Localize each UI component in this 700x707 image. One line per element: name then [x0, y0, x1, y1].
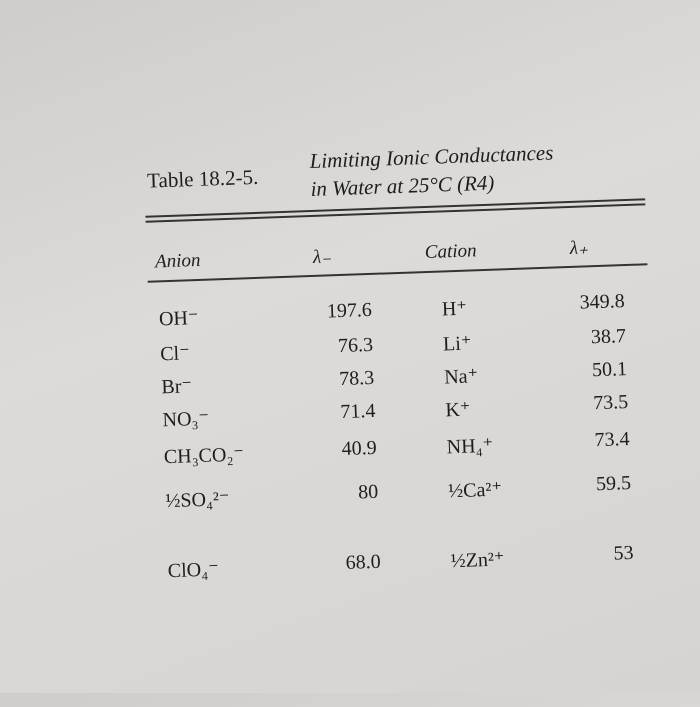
table-title: in Water at 25°C (R4): [310, 170, 495, 201]
conductance-value: 76.3: [337, 333, 374, 358]
conductance-value: 197.6: [326, 298, 373, 323]
conductance-value: 78.3: [338, 366, 375, 391]
anion: ½SO₄²⁻: [165, 488, 230, 513]
conductance-value: 80: [357, 480, 379, 504]
conductance-value: 53: [613, 541, 634, 565]
table-title: Limiting Ionic Conductances: [309, 140, 554, 174]
column-header: λ₊: [569, 237, 589, 259]
conductance-value: 71.4: [340, 399, 376, 424]
table-label: Table 18.2-5.: [146, 164, 259, 193]
table-body: OH⁻ 197.6 H⁺ 349.8 Cl⁻ 76.3 Li⁺ 38.7 Br⁻ 78.3 Na⁺ 5…: [0, 0, 686, 582]
anion: Br⁻: [161, 375, 193, 399]
anion: NO₃⁻: [162, 407, 210, 432]
anion: Cl⁻: [159, 342, 191, 366]
conductance-value: 50.1: [591, 358, 628, 382]
rule: [145, 198, 646, 218]
rule: [147, 263, 648, 283]
anion: ClO₄⁻: [167, 558, 220, 583]
cation: ½Ca²⁺: [447, 478, 503, 503]
conductance-value: 40.9: [341, 436, 378, 461]
conductance-value: 68.0: [345, 550, 382, 574]
anion: OH⁻: [158, 306, 199, 331]
cation: K⁺: [445, 398, 471, 422]
conductance-value: 38.7: [590, 325, 627, 349]
cation: Na⁺: [443, 365, 479, 389]
column-header: Cation: [424, 240, 477, 264]
anion: CH₃CO₂⁻: [163, 443, 245, 469]
conductance-value: 59.5: [595, 471, 632, 496]
column-header: Anion: [154, 249, 201, 273]
conductance-value: 349.8: [579, 290, 626, 314]
cation: H⁺: [441, 297, 468, 321]
conductance-value: 73.4: [594, 428, 630, 452]
column-header: λ₋: [312, 246, 332, 268]
cation: NH₄⁺: [446, 434, 494, 459]
conductance-value: 73.5: [592, 391, 629, 415]
cation: Li⁺: [442, 332, 472, 356]
cation: ½Zn²⁺: [450, 548, 505, 573]
